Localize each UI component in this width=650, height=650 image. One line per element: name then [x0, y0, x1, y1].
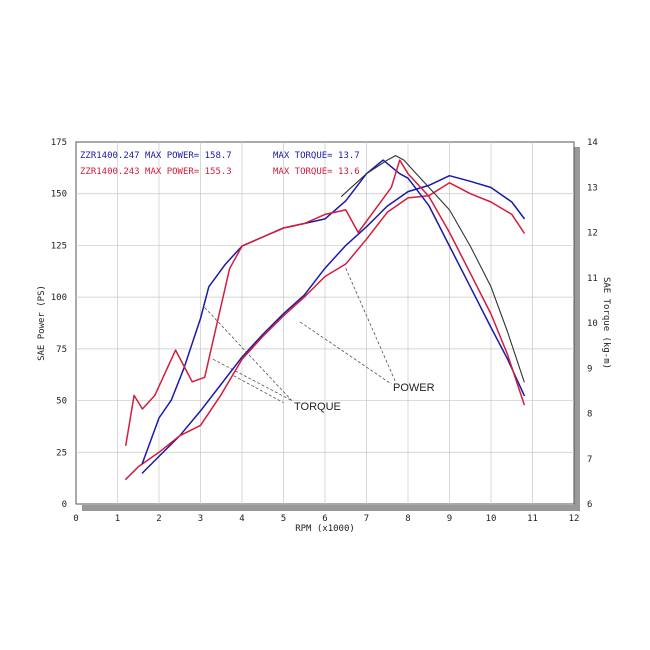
y-right-tick-label: 9 [587, 364, 592, 374]
y-left-tick-label: 100 [51, 293, 67, 303]
series-line-torque_243 [125, 159, 525, 446]
y-axis-left-title: SAE Power (PS) [37, 285, 47, 361]
y-right-tick-label: 13 [587, 183, 598, 193]
annotation-torque: TORQUE [294, 401, 341, 413]
x-axis-title: RPM (x1000) [295, 524, 355, 534]
series-line-power_243 [125, 182, 525, 480]
y-left-tick-label: 175 [51, 138, 67, 148]
annotation-leaders [204, 268, 396, 403]
y-left-tick-label: 125 [51, 241, 67, 251]
series [125, 155, 525, 480]
axis-ticks: 0 1 2 3 4 5 6 7 8 9 10 11 12025507510012515017567891… [51, 138, 598, 524]
x-tick-label: 10 [486, 514, 497, 524]
series-line-torque_ref [341, 155, 525, 383]
x-tick-label: 12 [569, 514, 580, 524]
y-right-tick-label: 8 [587, 410, 592, 420]
x-tick-label: 7 [364, 514, 369, 524]
y-left-tick-label: 50 [56, 397, 67, 407]
y-left-tick-label: 0 [62, 500, 67, 510]
x-tick-label: 9 [447, 514, 452, 524]
legend-torque-247: MAX TORQUE= 13.7 [273, 151, 360, 161]
series-line-power_247 [141, 174, 525, 474]
legend-power-243: ZZR1400.243 MAX POWER= 155.3 [80, 167, 232, 177]
x-tick-label: 5 [281, 514, 286, 524]
x-tick-label: 6 [322, 514, 327, 524]
legend-torque-243: MAX TORQUE= 13.6 [273, 167, 360, 177]
annotation-power: POWER [393, 382, 435, 394]
annotation-leader-line [345, 268, 396, 383]
y-left-tick-label: 75 [56, 345, 67, 355]
y-right-tick-label: 11 [587, 274, 598, 284]
annotation-leader-line [299, 321, 392, 385]
plot-shadow-bottom [82, 505, 579, 511]
y-right-tick-label: 10 [587, 319, 598, 329]
y-left-tick-label: 150 [51, 190, 67, 200]
x-tick-label: 11 [527, 514, 538, 524]
y-axis-right-title: SAE Torque (kg-m) [601, 277, 611, 369]
x-tick-label: 2 [156, 514, 161, 524]
y-right-tick-label: 6 [587, 500, 592, 510]
x-tick-label: 8 [405, 514, 410, 524]
series-line-torque_247 [141, 159, 525, 465]
legend-power-247: ZZR1400.247 MAX POWER= 158.7 [80, 151, 232, 161]
y-right-tick-label: 14 [587, 138, 598, 148]
x-tick-label: 4 [239, 514, 244, 524]
x-tick-label: 0 [73, 514, 78, 524]
plot-shadow-right [574, 147, 580, 511]
x-tick-label: 1 [115, 514, 120, 524]
x-tick-label: 3 [198, 514, 203, 524]
y-left-tick-label: 25 [56, 448, 67, 458]
y-right-tick-label: 7 [587, 455, 592, 465]
annotation-leader-line [204, 307, 293, 401]
y-right-tick-label: 12 [587, 229, 598, 239]
annotation-leader-line [233, 375, 284, 403]
